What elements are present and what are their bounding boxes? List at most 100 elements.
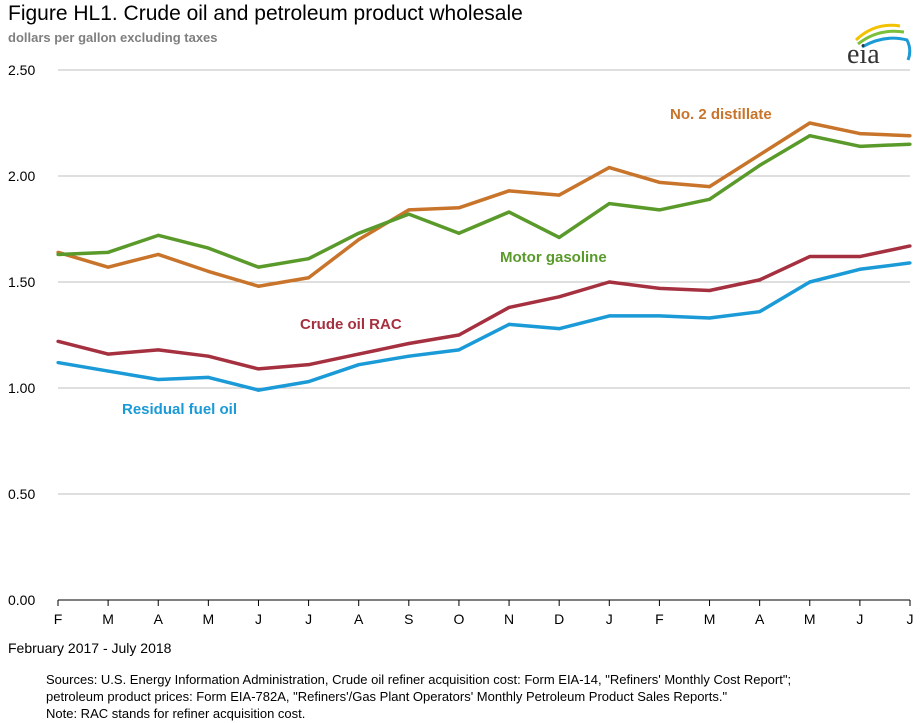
series-line-motor-gasoline — [57, 133, 911, 269]
series-label: No. 2 distillate — [670, 106, 772, 123]
y-tick-label: 0.50 — [8, 486, 35, 502]
x-tick-label: S — [404, 611, 413, 627]
data-point — [908, 261, 912, 265]
data-point — [557, 193, 561, 197]
data-point — [657, 314, 662, 318]
data-point — [106, 369, 110, 373]
data-point — [908, 244, 912, 248]
x-tick-label: F — [54, 611, 63, 627]
data-point — [407, 341, 411, 346]
data-point — [607, 165, 611, 170]
eia-logo: eia — [847, 23, 912, 70]
data-point — [507, 305, 511, 310]
y-tick-label: 2.50 — [8, 62, 35, 78]
data-point — [407, 354, 411, 358]
data-point — [256, 284, 261, 288]
x-tick-label: M — [102, 611, 114, 627]
y-tick-label: 2.00 — [8, 168, 35, 184]
data-point — [306, 363, 311, 367]
data-point — [156, 348, 160, 352]
data-point — [306, 257, 311, 261]
x-tick-label: J — [856, 611, 863, 627]
data-point — [256, 367, 261, 371]
series-label: Motor gasoline — [500, 249, 607, 266]
data-point — [908, 134, 912, 138]
x-tick-label: A — [755, 611, 765, 627]
data-point — [657, 180, 662, 184]
data-point — [306, 380, 311, 384]
data-point — [557, 235, 561, 240]
data-point — [607, 314, 611, 318]
y-tick-label: 0.00 — [8, 592, 35, 608]
x-tick-label: M — [704, 611, 716, 627]
x-tick-label: A — [354, 611, 364, 627]
data-point — [357, 352, 361, 356]
data-point — [607, 280, 611, 284]
data-point — [407, 212, 411, 216]
y-tick-label: 1.00 — [8, 380, 35, 396]
data-point — [306, 276, 311, 280]
data-point — [707, 288, 712, 293]
data-point — [808, 134, 812, 138]
data-point — [808, 254, 812, 259]
data-point — [407, 208, 411, 212]
data-point — [457, 348, 461, 352]
data-point — [56, 252, 60, 257]
data-point — [657, 286, 662, 290]
data-point — [357, 238, 361, 242]
data-point — [808, 280, 812, 284]
sources-line-2: petroleum product prices: Form EIA-782A,… — [46, 689, 728, 704]
data-point — [808, 121, 812, 125]
data-point — [858, 144, 862, 148]
x-tick-label: J — [255, 611, 262, 627]
x-tick-label: A — [154, 611, 164, 627]
x-tick-label: J — [606, 611, 613, 627]
data-point — [858, 132, 862, 136]
data-point — [106, 265, 110, 269]
data-point — [256, 265, 261, 269]
chart-subtitle: dollars per gallon excluding taxes — [8, 30, 218, 45]
y-tick-label: 1.50 — [8, 274, 35, 290]
data-point — [457, 333, 461, 337]
data-point — [206, 354, 210, 358]
sources-line-1: Sources: U.S. Energy Information Adminis… — [46, 672, 792, 687]
x-tick-label: J — [305, 611, 312, 627]
data-point — [657, 208, 662, 212]
data-point — [607, 201, 611, 206]
data-point — [156, 377, 160, 382]
data-point — [758, 153, 762, 157]
data-point — [507, 210, 511, 214]
x-tick-label: F — [655, 611, 664, 627]
data-point — [56, 360, 60, 365]
data-point — [206, 269, 210, 273]
data-point — [156, 252, 160, 257]
data-point — [106, 352, 110, 356]
data-point — [707, 316, 712, 320]
x-tick-label: M — [804, 611, 816, 627]
data-point — [56, 339, 60, 343]
x-tick-label: N — [504, 611, 514, 627]
data-point — [707, 197, 712, 201]
data-point — [357, 231, 361, 235]
data-point — [507, 322, 511, 326]
data-point — [457, 231, 461, 235]
data-point — [707, 185, 712, 189]
series-line-crude-oil-rac — [57, 244, 911, 371]
data-point — [206, 375, 210, 379]
series-label: Crude oil RAC — [300, 316, 402, 333]
chart-title: Figure HL1. Crude oil and petroleum prod… — [8, 2, 523, 25]
note-line: Note: RAC stands for refiner acquisition… — [46, 706, 306, 721]
series-line-no-2-distillate — [57, 121, 911, 288]
svg-text:eia: eia — [847, 39, 880, 70]
data-point — [106, 250, 110, 254]
x-tick-label: J — [907, 611, 914, 627]
data-point — [256, 388, 261, 392]
series-label: Residual fuel oil — [122, 401, 237, 418]
x-axis-label: February 2017 - July 2018 — [8, 640, 172, 656]
data-point — [357, 363, 361, 367]
x-tick-label: D — [554, 611, 564, 627]
data-point — [457, 206, 461, 210]
x-tick-label: O — [453, 611, 464, 627]
data-point — [557, 327, 561, 331]
